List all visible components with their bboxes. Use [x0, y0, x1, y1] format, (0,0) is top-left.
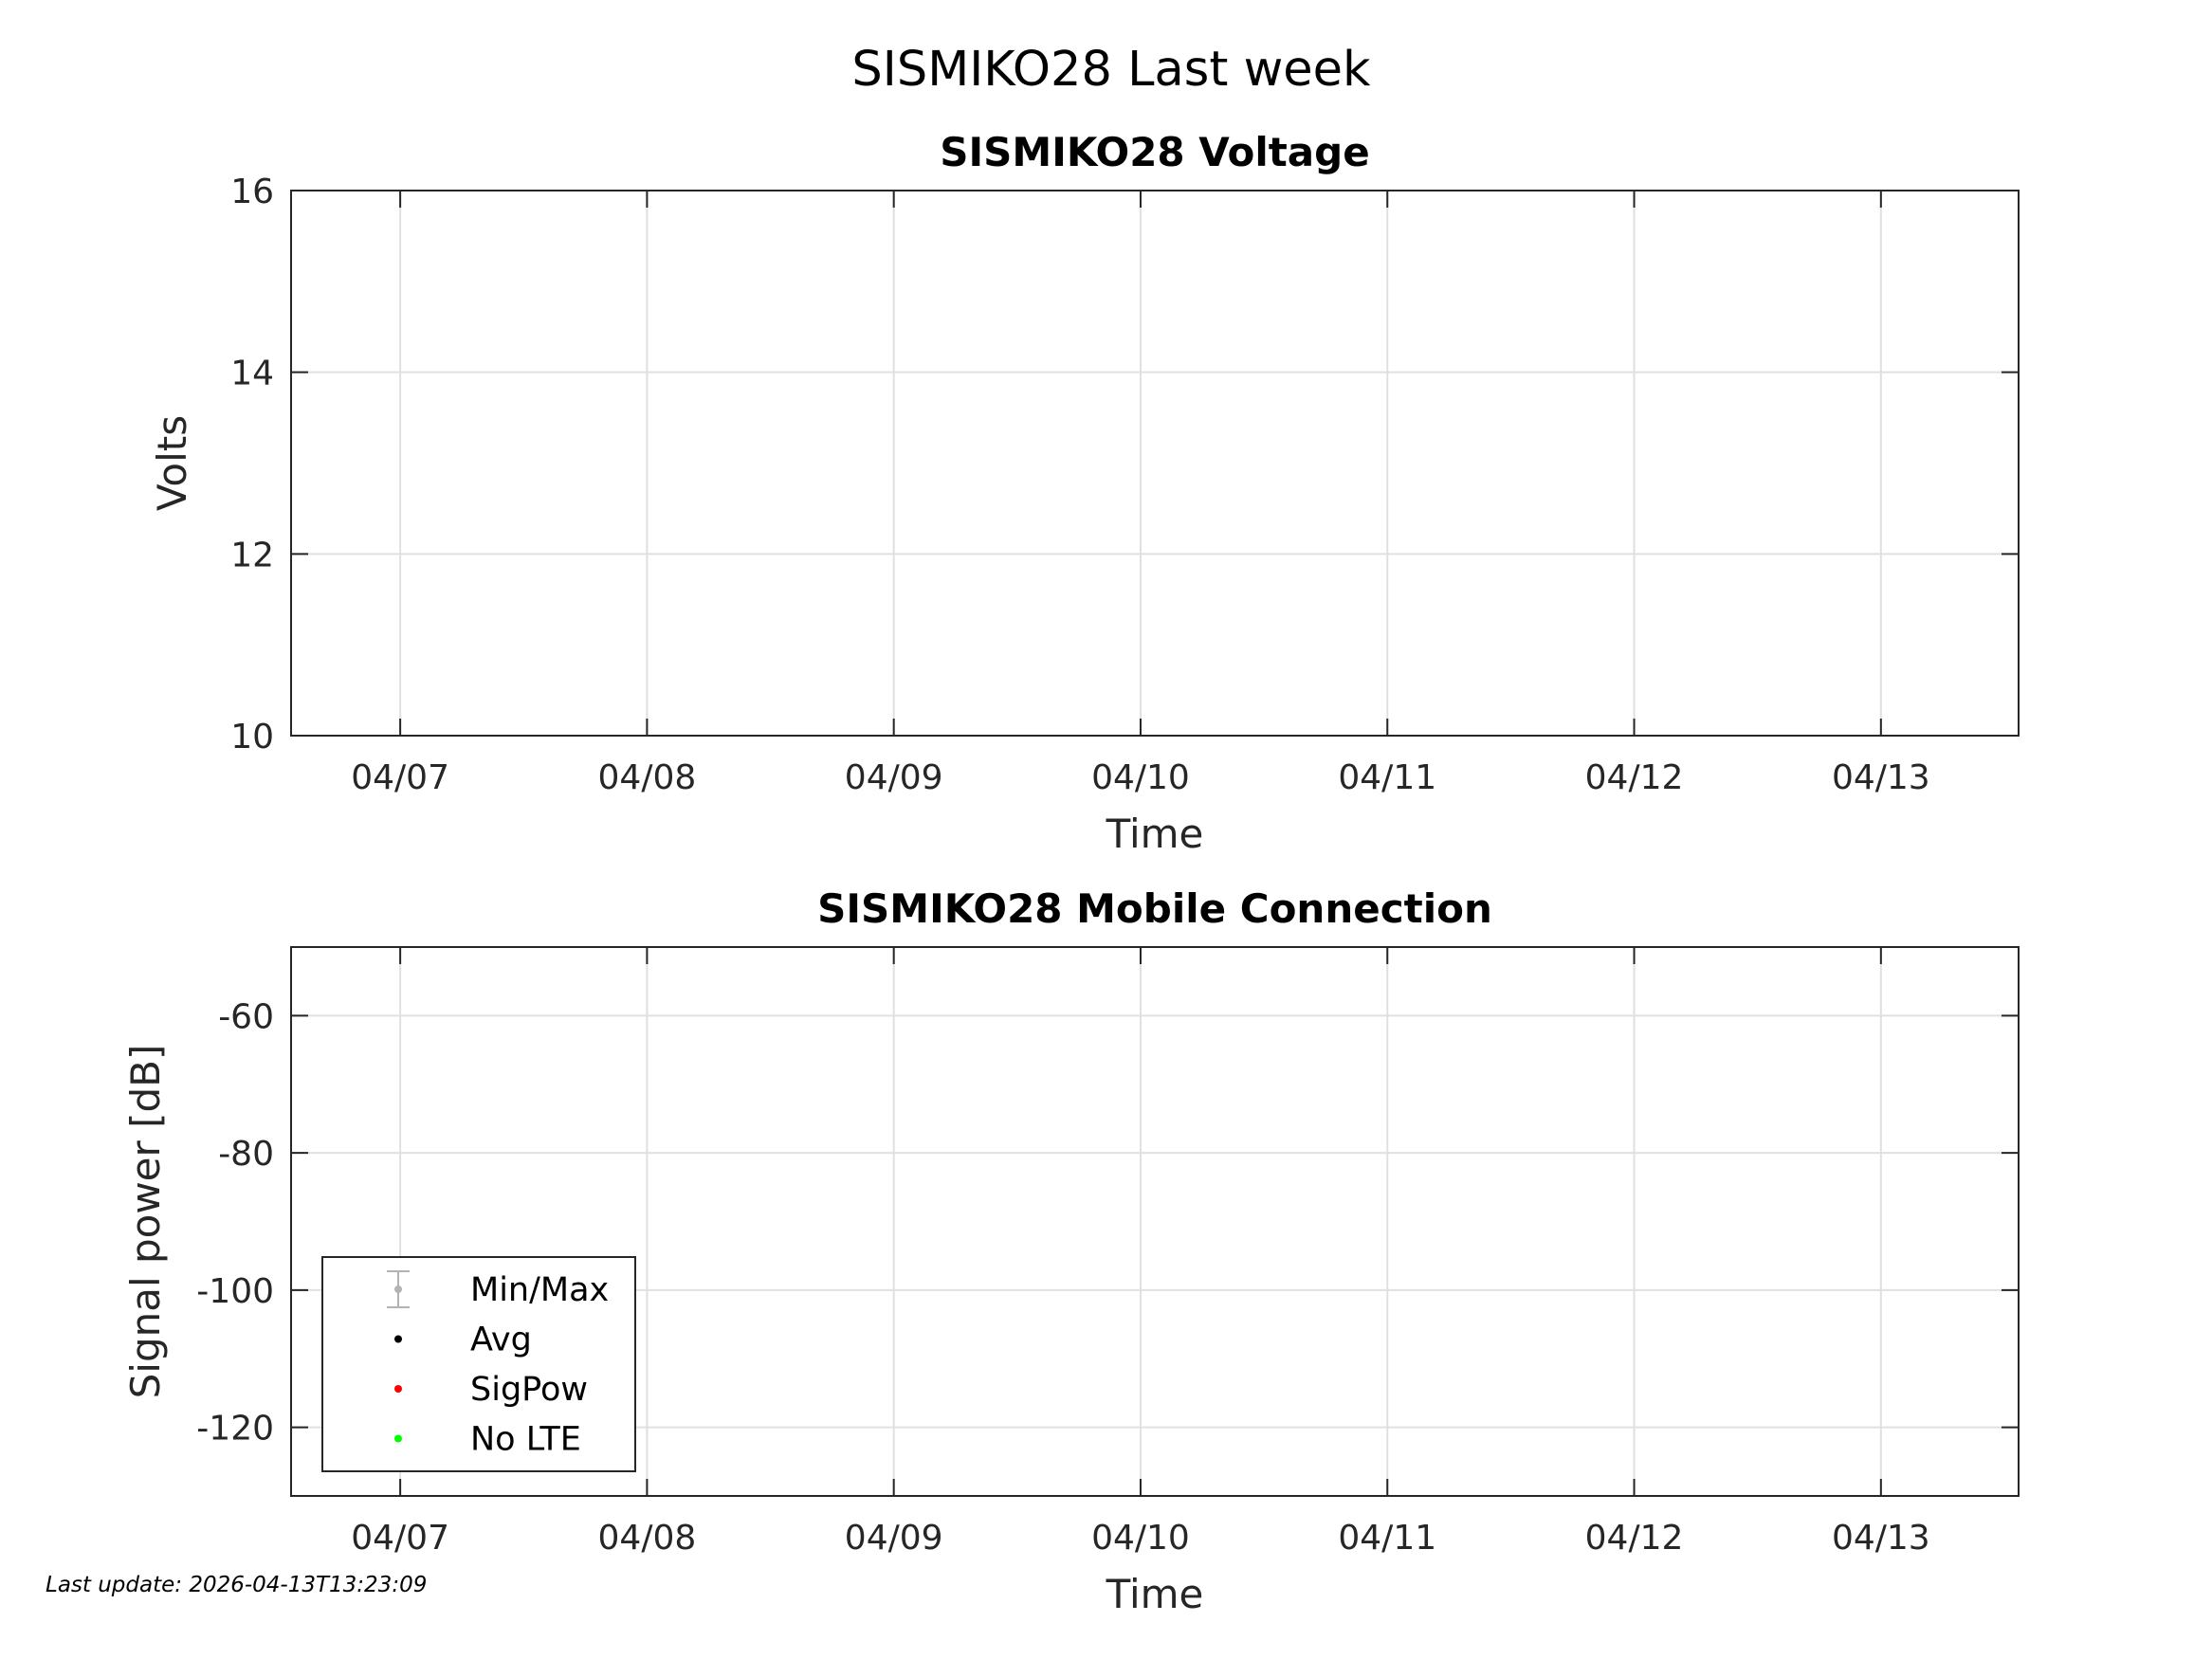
x-tick-label: 04/11 — [1338, 1519, 1436, 1558]
legend-dot-icon — [394, 1385, 402, 1393]
axes-frame — [290, 946, 2020, 1497]
x-tick-label: 04/13 — [1832, 1519, 1930, 1558]
y-tick-label: 12 — [230, 536, 274, 574]
mobile-connection-axes: 04/07 04/08 04/09 04/10 04/11 04/12 04/13 -120 -… — [122, 885, 2020, 1617]
x-tick-label: 04/12 — [1585, 1519, 1684, 1558]
y-tick-label: 14 — [230, 355, 274, 393]
y-tick-label: 10 — [230, 718, 274, 757]
x-tick-label: 04/12 — [1585, 758, 1684, 797]
figure-title: SISMIKO28 Last week — [851, 42, 1371, 98]
y-tick-label: 16 — [230, 173, 274, 211]
x-tick-label: 04/07 — [351, 758, 449, 797]
x-tick-label: 04/10 — [1091, 1519, 1190, 1558]
legend-box — [321, 1256, 636, 1472]
x-tick-label: 04/07 — [351, 1519, 449, 1558]
x-tick-label: 04/08 — [598, 758, 697, 797]
x-tick-label: 04/09 — [845, 758, 943, 797]
last-update-footer: Last update: 2026-04-13T13:23:09 — [46, 1573, 427, 1597]
y-tick-label: -80 — [218, 1135, 274, 1174]
axes-title: SISMIKO28 Mobile Connection — [817, 885, 1492, 932]
minmax-errorbar-icon — [387, 1270, 410, 1308]
x-tick-label: 04/09 — [845, 1519, 943, 1558]
axes-title: SISMIKO28 Voltage — [940, 129, 1369, 175]
x-tick-label: 04/11 — [1338, 758, 1436, 797]
legend-label: Avg — [470, 1322, 532, 1359]
x-tick-label: 04/10 — [1091, 758, 1190, 797]
y-tick-label: -100 — [196, 1272, 274, 1311]
axes-frame — [290, 190, 2020, 737]
y-tick-label: -120 — [196, 1410, 274, 1449]
x-tick-label: 04/08 — [598, 1519, 697, 1558]
x-axis-label: Time — [1106, 811, 1204, 857]
legend: Min/Max Avg SigPow No LTE — [321, 1256, 636, 1472]
x-tick-label: 04/13 — [1832, 758, 1930, 797]
y-tick-label: -60 — [218, 997, 274, 1036]
x-axis-label: Time — [1106, 1571, 1204, 1617]
legend-dot-icon — [394, 1335, 402, 1343]
y-axis-label: Volts — [149, 415, 195, 511]
voltage-axes: 04/07 04/08 04/09 04/10 04/11 04/12 04/13 10 12 1… — [149, 129, 2020, 857]
legend-label: Min/Max — [470, 1271, 609, 1309]
legend-label: SigPow — [470, 1371, 588, 1409]
legend-dot-icon — [394, 1434, 402, 1443]
y-axis-label: Signal power [dB] — [122, 1045, 169, 1399]
errorbar-dot — [394, 1285, 402, 1293]
legend-label: No LTE — [470, 1421, 581, 1459]
